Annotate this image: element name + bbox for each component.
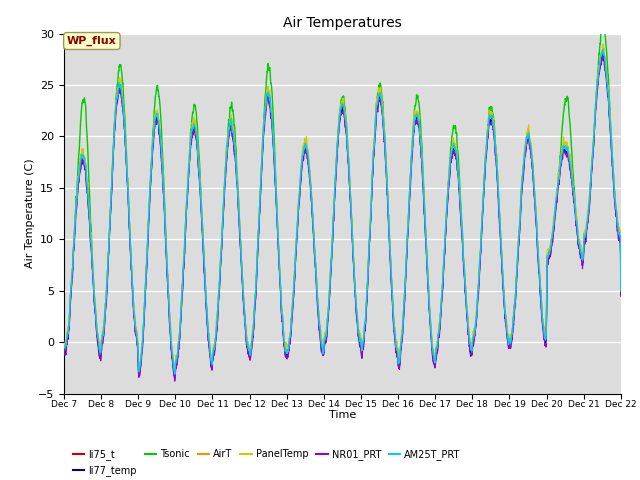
Y-axis label: Air Temperature (C): Air Temperature (C) — [25, 159, 35, 268]
Text: WP_flux: WP_flux — [67, 36, 116, 46]
Legend: li75_t, li77_temp, Tsonic, AirT, PanelTemp, NR01_PRT, AM25T_PRT: li75_t, li77_temp, Tsonic, AirT, PanelTe… — [69, 445, 465, 480]
Title: Air Temperatures: Air Temperatures — [283, 16, 402, 30]
X-axis label: Time: Time — [329, 410, 356, 420]
